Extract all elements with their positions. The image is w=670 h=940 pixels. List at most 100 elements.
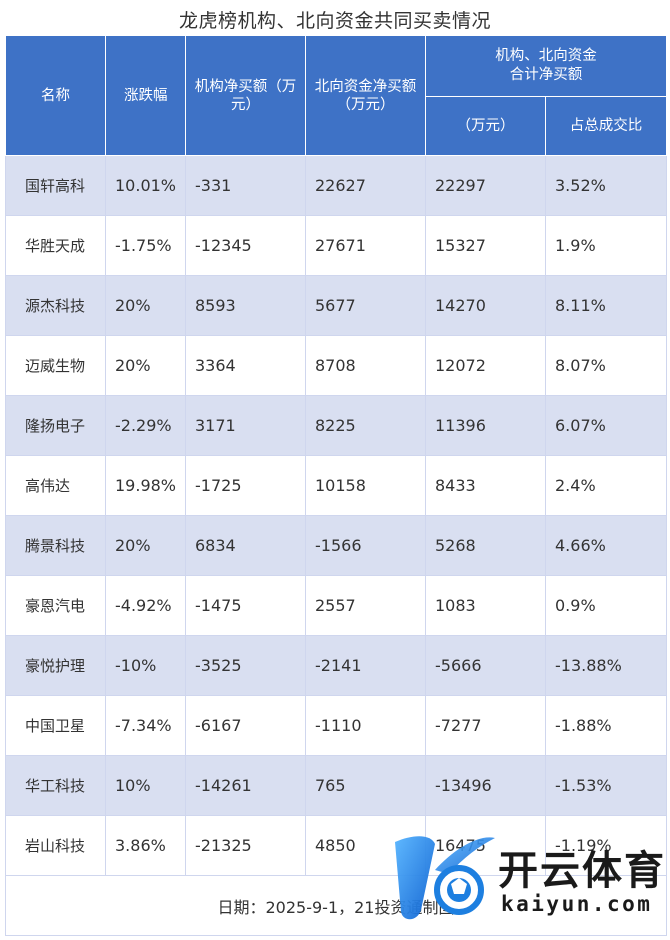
cell-total: 22297	[425, 155, 546, 216]
cell-ratio: 4.66%	[545, 515, 667, 576]
table-row: 源杰科技 20% 8593 5677 14270 8.11%	[5, 275, 667, 336]
cell-change: 10%	[105, 755, 186, 816]
table-row: 腾景科技 20% 6834 -1566 5268 4.66%	[5, 515, 667, 576]
watermark-brand-cn: 开云体育	[498, 848, 666, 894]
cell-north: 10158	[305, 455, 426, 516]
header-amount: （万元）	[425, 96, 546, 156]
data-table: 名称 涨跌幅 机构净买额（万元） 北向资金净买额（万元） 机构、北向资金 合计净…	[5, 35, 667, 936]
header-group-line1: 机构、北向资金	[495, 48, 597, 64]
cell-total: 11396	[425, 395, 546, 456]
cell-name: 高伟达	[5, 455, 106, 516]
cell-total: -7277	[425, 695, 546, 756]
header-group-line2: 合计净买额	[509, 67, 583, 83]
cell-ratio: -1.19%	[545, 815, 667, 876]
cell-inst: -21325	[185, 815, 306, 876]
cell-change: -1.75%	[105, 215, 186, 276]
cell-change: -7.34%	[105, 695, 186, 756]
cell-ratio: -13.88%	[545, 635, 667, 696]
cell-inst: -3525	[185, 635, 306, 696]
table-row: 中国卫星 -7.34% -6167 -1110 -7277 -1.88%	[5, 695, 667, 756]
cell-ratio: -1.88%	[545, 695, 667, 756]
cell-inst: -12345	[185, 215, 306, 276]
cell-name: 国轩高科	[5, 155, 106, 216]
cell-inst: 3171	[185, 395, 306, 456]
cell-name: 豪恩汽电	[5, 575, 106, 636]
cell-total: 14270	[425, 275, 546, 336]
cell-name: 迈威生物	[5, 335, 106, 396]
cell-north: -1566	[305, 515, 426, 576]
cell-inst: -14261	[185, 755, 306, 816]
k-logo-icon	[395, 836, 495, 920]
watermark-logo: 开云体育 kaiyun.com	[383, 812, 666, 932]
cell-ratio: -1.53%	[545, 755, 667, 816]
table-row: 华胜天成 -1.75% -12345 27671 15327 1.9%	[5, 215, 667, 276]
cell-ratio: 2.4%	[545, 455, 667, 516]
cell-inst: 3364	[185, 335, 306, 396]
cell-name: 腾景科技	[5, 515, 106, 576]
cell-north: 765	[305, 755, 426, 816]
table-row: 高伟达 19.98% -1725 10158 8433 2.4%	[5, 455, 667, 516]
cell-ratio: 0.9%	[545, 575, 667, 636]
cell-total: -13496	[425, 755, 546, 816]
table-header: 名称 涨跌幅 机构净买额（万元） 北向资金净买额（万元） 机构、北向资金 合计净…	[5, 35, 667, 156]
cell-ratio: 3.52%	[545, 155, 667, 216]
cell-inst: 8593	[185, 275, 306, 336]
cell-total: 8433	[425, 455, 546, 516]
cell-change: -4.92%	[105, 575, 186, 636]
cell-total: 12072	[425, 335, 546, 396]
cell-north: -1110	[305, 695, 426, 756]
cell-north: 8708	[305, 335, 426, 396]
cell-name: 豪悦护理	[5, 635, 106, 696]
header-north-net: 北向资金净买额（万元）	[305, 35, 426, 156]
cell-north: 22627	[305, 155, 426, 216]
cell-name: 源杰科技	[5, 275, 106, 336]
watermark-brand-en: kaiyun.com	[501, 892, 653, 916]
table-row: 华工科技 10% -14261 765 -13496 -1.53%	[5, 755, 667, 816]
cell-total: 15327	[425, 215, 546, 276]
cell-inst: -331	[185, 155, 306, 216]
cell-name: 华胜天成	[5, 215, 106, 276]
cell-change: 10.01%	[105, 155, 186, 216]
table-body: 国轩高科 10.01% -331 22627 22297 3.52% 华胜天成 -1.75% -…	[5, 155, 667, 876]
cell-total: -5666	[425, 635, 546, 696]
cell-change: -2.29%	[105, 395, 186, 456]
header-name: 名称	[5, 35, 106, 156]
cell-north: -2141	[305, 635, 426, 696]
cell-name: 中国卫星	[5, 695, 106, 756]
cell-change: 20%	[105, 275, 186, 336]
cell-ratio: 8.07%	[545, 335, 667, 396]
cell-change: 20%	[105, 515, 186, 576]
cell-total: 5268	[425, 515, 546, 576]
cell-north: 27671	[305, 215, 426, 276]
header-change: 涨跌幅	[105, 35, 186, 156]
table-row: 国轩高科 10.01% -331 22627 22297 3.52%	[5, 155, 667, 216]
cell-north: 5677	[305, 275, 426, 336]
cell-total: 1083	[425, 575, 546, 636]
cell-inst: -6167	[185, 695, 306, 756]
cell-change: 3.86%	[105, 815, 186, 876]
table-footer: 日期：2025-9-1，21投资通制图	[5, 875, 667, 936]
header-ratio: 占总成交比	[545, 96, 667, 156]
table-row: 迈威生物 20% 3364 8708 12072 8.07%	[5, 335, 667, 396]
header-inst-net: 机构净买额（万元）	[185, 35, 306, 156]
table-title: 龙虎榜机构、北向资金共同买卖情况	[178, 10, 491, 32]
cell-change: 20%	[105, 335, 186, 396]
cell-change: 19.98%	[105, 455, 186, 516]
cell-north: 2557	[305, 575, 426, 636]
cell-change: -10%	[105, 635, 186, 696]
table-row: 岩山科技 3.86% -21325 4850 16475 -1.19%	[5, 815, 667, 876]
cell-north: 8225	[305, 395, 426, 456]
cell-inst: -1725	[185, 455, 306, 516]
cell-ratio: 8.11%	[545, 275, 667, 336]
cell-inst: -1475	[185, 575, 306, 636]
cell-name: 岩山科技	[5, 815, 106, 876]
cell-ratio: 6.07%	[545, 395, 667, 456]
header-group: 机构、北向资金 合计净买额	[425, 35, 667, 97]
table-row: 豪悦护理 -10% -3525 -2141 -5666 -13.88%	[5, 635, 667, 696]
table-row: 隆扬电子 -2.29% 3171 8225 11396 6.07%	[5, 395, 667, 456]
table-row: 豪恩汽电 -4.92% -1475 2557 1083 0.9%	[5, 575, 667, 636]
cell-name: 华工科技	[5, 755, 106, 816]
cell-inst: 6834	[185, 515, 306, 576]
cell-name: 隆扬电子	[5, 395, 106, 456]
cell-ratio: 1.9%	[545, 215, 667, 276]
